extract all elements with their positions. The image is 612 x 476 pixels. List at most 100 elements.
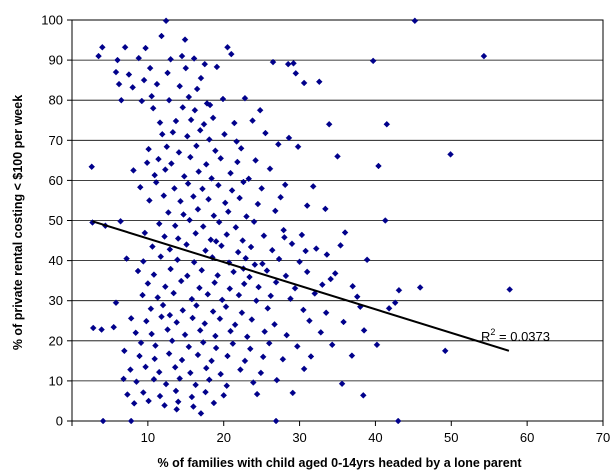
data-point [271,321,278,328]
data-point [238,309,246,317]
data-point [280,226,287,234]
data-point [187,369,194,377]
data-point [298,231,306,239]
data-point [215,218,223,226]
data-point [194,205,202,213]
data-point [383,120,391,128]
data-point [338,380,346,387]
data-point [337,242,344,249]
trendline-path [92,220,510,352]
data-point [243,213,250,220]
data-point [236,194,243,202]
data-point [234,158,241,166]
data-point [416,284,424,291]
data-point [183,241,190,248]
data-point [207,236,215,244]
x-tick-label: 20 [216,430,230,445]
data-point [147,305,155,313]
data-point [152,342,159,349]
data-point [300,365,308,373]
data-point [193,85,201,93]
data-point [145,397,152,405]
data-point [166,311,174,319]
data-point [127,366,134,373]
data-point [260,232,268,240]
x-tick-label: 70 [596,430,610,445]
y-tick-label: 20 [49,333,63,348]
data-point [146,64,154,72]
r-squared-label: R2 = 0.0373 [481,327,550,344]
data-point [182,64,190,72]
data-point [210,399,218,407]
data-point [211,279,218,286]
data-point [198,266,205,274]
data-point [306,317,313,325]
data-point [180,173,188,180]
data-point [216,315,224,323]
data-point [150,376,158,383]
data-point [206,136,213,143]
data-point [140,258,147,265]
data-point [190,258,198,266]
data-point [268,246,276,254]
x-tick-label: 60 [520,430,534,445]
data-point [179,104,187,111]
data-point [163,143,171,150]
data-point [155,155,162,163]
data-point [348,352,356,359]
data-point [289,389,297,397]
data-point [157,253,165,260]
data-point [239,237,246,244]
data-point [327,275,334,283]
data-point [307,353,315,360]
data-point [196,126,204,134]
data-point [303,268,311,276]
data-point [259,353,267,361]
data-point [284,60,292,68]
data-point [186,216,193,224]
data-point [363,256,371,264]
data-point [205,195,212,203]
data-point [221,199,229,207]
y-tick-label: 10 [49,373,63,388]
data-point [174,398,182,406]
data-point [175,149,183,156]
x-tick-label: 10 [141,430,155,445]
data-point [360,327,368,334]
data-point [300,79,308,87]
data-point [223,231,231,238]
plot-area-border [71,19,604,422]
data-point [153,80,161,88]
data-point [173,406,180,413]
data-point [224,352,231,360]
data-point [292,70,300,77]
r-squared-value: = 0.0373 [495,329,550,344]
data-point [146,197,153,204]
data-point [158,131,166,138]
data-point [227,169,234,177]
data-point [259,260,266,268]
data-point [369,57,377,65]
data-point [179,307,187,314]
data-point [199,223,207,230]
data-point [192,381,199,389]
data-point [185,93,193,101]
data-point [164,69,171,77]
data-point [158,313,165,321]
data-point [200,120,208,128]
data-point [162,166,169,173]
data-point [149,104,157,112]
data-point [151,171,158,179]
data-point [178,52,186,60]
data-point [165,96,173,104]
x-tick-label: 50 [444,430,458,445]
data-point [199,339,207,346]
data-point [165,209,172,216]
data-point [162,380,170,388]
data-point [391,299,399,306]
data-point [243,333,251,341]
data-point [197,74,205,82]
data-point [237,366,244,373]
data-point [99,43,106,51]
